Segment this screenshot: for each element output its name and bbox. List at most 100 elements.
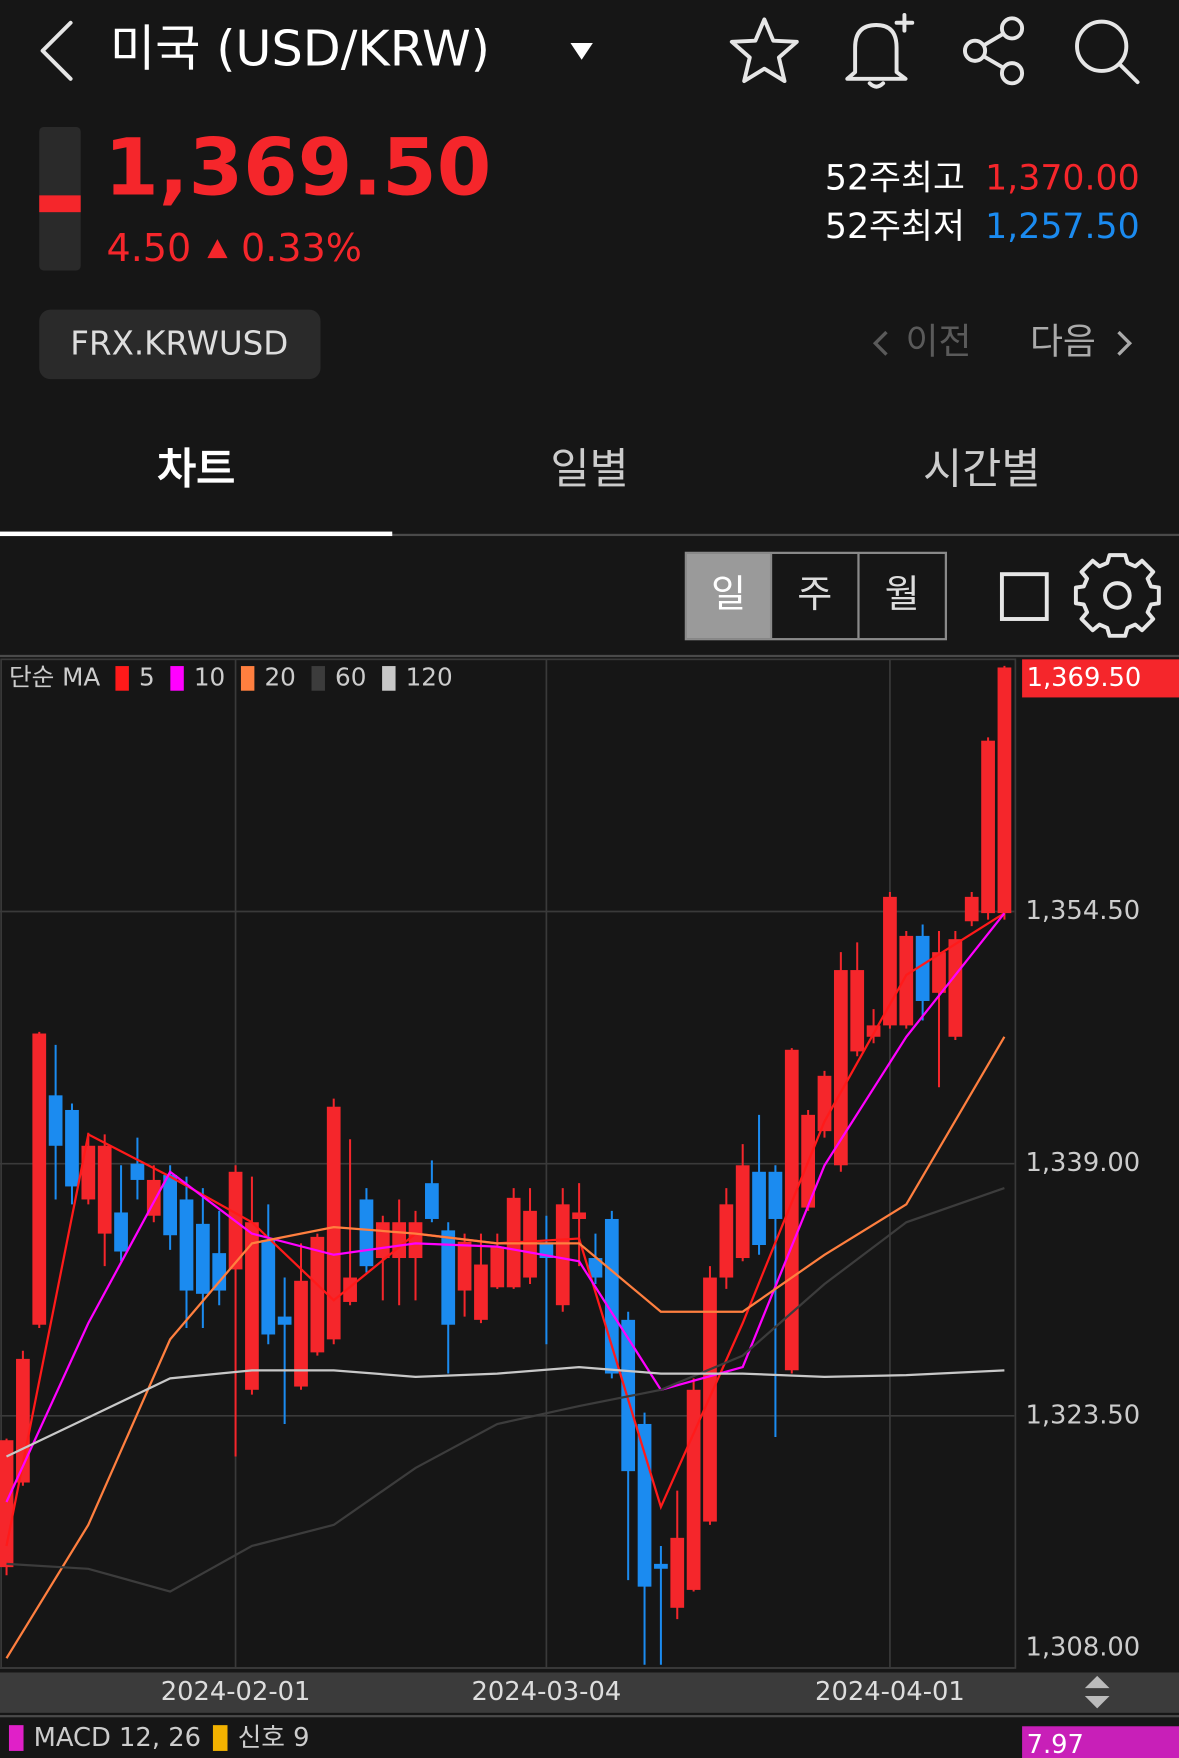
share-node [962,38,988,63]
candle-body [261,1240,276,1335]
tab-underline [0,531,393,537]
settings-icon[interactable] [1073,553,1161,638]
gear-hub [1103,581,1132,610]
ma-legend-title: 단순 MA [9,662,100,691]
candle-body [48,1095,63,1146]
candle-body [654,1563,668,1569]
candle-body [179,1199,194,1291]
ma-legend-label: 5 [139,662,155,691]
candle-body [0,1440,14,1568]
macd-divider [0,1715,1179,1718]
ma-legend-label: 60 [335,662,366,691]
candle-body [703,1277,717,1522]
candle-body [457,1241,472,1291]
dropdown-arrow[interactable] [570,42,593,60]
candle-body [735,1165,750,1259]
favorite-icon[interactable] [729,17,799,84]
candle-body [212,1253,227,1291]
candle-body [32,1033,47,1325]
candle-body [392,1222,407,1259]
range-marker [39,195,81,213]
search-lens [1075,19,1129,73]
high-52w-value: 1,370.00 [985,159,1140,199]
next-chevron[interactable] [1117,330,1133,356]
price-change-percent: 0.33% [241,226,362,270]
candle-body [114,1212,128,1252]
ma-legend-swatch [311,666,325,691]
ma-legend-label: 10 [194,662,225,691]
period-week[interactable]: 주 [797,572,832,616]
share-node [999,61,1025,86]
next-button[interactable]: 다음 [1030,321,1096,362]
candle-body [65,1109,79,1187]
candle-body [686,1389,701,1590]
candle-body [768,1171,783,1219]
candle-body [719,1204,734,1278]
candle-body [130,1163,145,1180]
ma-legend-label: 120 [406,662,453,691]
x-tick-label: 2024-02-01 [161,1677,311,1707]
candle-body [359,1199,374,1267]
high-52w-label: 52주최고 [825,159,965,199]
page-title: 미국 (USD/KRW) [110,19,490,77]
current-price: 1,369.50 [104,121,491,213]
macd-value-tag [1022,1726,1179,1758]
low-52w-value: 1,257.50 [985,207,1140,247]
tab-divider [0,533,1179,537]
candle-body [425,1183,439,1219]
ma-legend-swatch [382,666,396,691]
scale-handle[interactable] [1084,1675,1110,1709]
symbol-code: FRX.KRWUSD [70,325,288,363]
x-tick-label: 2024-03-04 [472,1677,622,1707]
ma-legend-label: 20 [264,662,295,691]
prev-button[interactable]: 이전 [906,321,972,362]
candle-body [752,1171,766,1246]
candle-body [981,740,995,914]
signal-legend: 신호 9 [238,1723,310,1753]
candle-body [604,1218,619,1374]
candle-body [555,1204,570,1306]
candle-body [441,1230,456,1325]
y-tick-label: 1,323.50 [1025,1400,1140,1430]
tab-daily[interactable]: 일별 [550,445,628,495]
macd-value: 7.97 [1027,1730,1084,1758]
chart-top-border [0,654,1179,658]
tab-hourly[interactable]: 시간별 [923,445,1041,495]
back-button[interactable] [40,20,73,81]
search-handle [1117,62,1140,85]
tab-chart[interactable]: 차트 [157,445,235,495]
share-icon[interactable] [962,16,1025,86]
candle-body [326,1106,341,1340]
share-node [999,16,1025,41]
candle-body [670,1537,685,1608]
candle-body [997,667,1012,914]
alert-icon[interactable] [845,12,915,89]
low-52w-label: 52주최저 [825,207,965,247]
ma-line [6,1365,1005,1458]
candle-body [883,896,897,1026]
candle-body [784,1049,799,1371]
ma-line [5,912,1006,1503]
candle-body [490,1246,505,1288]
macd-legend-swatch [8,1725,24,1751]
prev-chevron[interactable] [872,330,888,356]
fullscreen-icon[interactable] [999,572,1049,621]
candle-body [850,970,865,1052]
candle-body [408,1222,423,1259]
period-active [687,553,772,639]
candle-body [572,1212,586,1219]
ma-legend-swatch [170,666,184,691]
period-month[interactable]: 월 [885,572,920,616]
up-arrow [207,239,228,259]
price-tag [1022,659,1179,698]
candle-body [97,1145,112,1234]
candle-body [964,896,979,922]
candle-body [294,1280,308,1387]
search-icon[interactable] [1075,19,1140,85]
period-day[interactable]: 일 [711,572,746,616]
candle-body [375,1222,390,1259]
x-tick-label: 2024-04-01 [815,1677,965,1707]
candle-body [588,1258,603,1278]
